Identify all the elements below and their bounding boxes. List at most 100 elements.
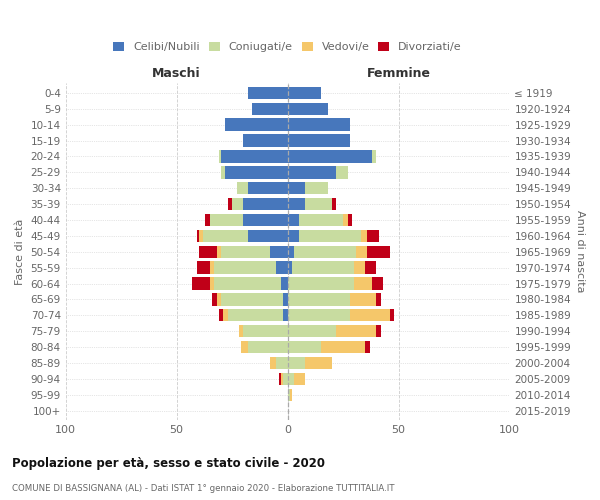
Bar xyxy=(241,341,248,353)
Bar xyxy=(290,388,292,401)
Bar xyxy=(376,293,381,306)
Bar xyxy=(350,309,389,322)
Bar xyxy=(287,325,337,338)
Bar xyxy=(226,166,287,178)
Bar xyxy=(287,118,350,131)
Bar xyxy=(354,278,372,289)
Bar xyxy=(376,325,381,338)
Bar xyxy=(226,118,287,131)
Text: Popolazione per età, sesso e stato civile - 2020: Popolazione per età, sesso e stato civil… xyxy=(12,458,325,470)
Text: Maschi: Maschi xyxy=(152,67,201,80)
Bar xyxy=(252,102,287,115)
Bar xyxy=(203,230,248,242)
Bar xyxy=(287,246,294,258)
Bar xyxy=(283,372,287,385)
Bar xyxy=(232,198,243,210)
Bar xyxy=(354,262,365,274)
Bar xyxy=(294,372,305,385)
Bar xyxy=(287,230,299,242)
Bar xyxy=(343,214,347,226)
Bar xyxy=(217,246,221,258)
Bar xyxy=(243,134,287,146)
Bar xyxy=(227,309,283,322)
Bar xyxy=(299,230,361,242)
Bar xyxy=(277,357,287,369)
Bar xyxy=(365,341,370,353)
Bar xyxy=(372,150,376,162)
Bar xyxy=(210,278,214,289)
Bar xyxy=(299,214,343,226)
Legend: Celibi/Nubili, Coniugati/e, Vedovi/e, Divorziati/e: Celibi/Nubili, Coniugati/e, Vedovi/e, Di… xyxy=(113,42,462,52)
Bar xyxy=(332,198,337,210)
Bar xyxy=(287,262,292,274)
Bar xyxy=(197,230,199,242)
Bar xyxy=(347,214,352,226)
Bar xyxy=(221,293,283,306)
Bar xyxy=(287,134,350,146)
Bar xyxy=(243,325,287,338)
Bar xyxy=(287,278,354,289)
Text: COMUNE DI BASSIGNANA (AL) - Dati ISTAT 1° gennaio 2020 - Elaborazione TUTTITALIA: COMUNE DI BASSIGNANA (AL) - Dati ISTAT 1… xyxy=(12,484,395,493)
Bar xyxy=(199,230,203,242)
Bar xyxy=(305,182,328,194)
Bar xyxy=(287,102,328,115)
Bar xyxy=(248,182,287,194)
Bar xyxy=(361,230,367,242)
Bar xyxy=(283,293,287,306)
Bar xyxy=(287,150,372,162)
Bar xyxy=(287,214,299,226)
Bar xyxy=(356,246,367,258)
Bar xyxy=(365,262,376,274)
Bar xyxy=(337,325,376,338)
Bar xyxy=(287,357,305,369)
Bar xyxy=(372,278,383,289)
Bar xyxy=(214,262,277,274)
Bar xyxy=(287,388,290,401)
Bar xyxy=(221,150,287,162)
Bar xyxy=(248,86,287,99)
Bar xyxy=(227,198,232,210)
Y-axis label: Fasce di età: Fasce di età xyxy=(15,218,25,285)
Bar xyxy=(243,198,287,210)
Bar xyxy=(236,182,248,194)
Bar xyxy=(223,309,227,322)
Bar xyxy=(221,166,226,178)
Bar xyxy=(305,198,332,210)
Bar xyxy=(287,182,305,194)
Bar xyxy=(212,293,217,306)
Y-axis label: Anni di nascita: Anni di nascita xyxy=(575,210,585,293)
Bar xyxy=(367,246,389,258)
Bar xyxy=(305,357,332,369)
Bar xyxy=(279,372,281,385)
Bar xyxy=(221,246,270,258)
Bar xyxy=(277,262,287,274)
Bar xyxy=(248,341,287,353)
Bar xyxy=(287,293,350,306)
Bar xyxy=(294,246,356,258)
Bar xyxy=(219,150,221,162)
Bar xyxy=(217,293,221,306)
Bar xyxy=(210,214,243,226)
Bar xyxy=(283,309,287,322)
Bar xyxy=(243,214,287,226)
Bar xyxy=(389,309,394,322)
Bar xyxy=(210,262,214,274)
Bar xyxy=(321,341,365,353)
Bar xyxy=(205,214,210,226)
Bar xyxy=(270,246,287,258)
Bar xyxy=(281,372,283,385)
Bar xyxy=(219,309,223,322)
Bar xyxy=(287,309,350,322)
Bar xyxy=(199,246,217,258)
Bar xyxy=(287,86,321,99)
Bar xyxy=(287,198,305,210)
Bar xyxy=(337,166,347,178)
Bar xyxy=(270,357,277,369)
Bar xyxy=(239,325,243,338)
Bar xyxy=(292,262,354,274)
Bar xyxy=(192,278,210,289)
Bar xyxy=(350,293,376,306)
Text: Femmine: Femmine xyxy=(367,67,431,80)
Bar xyxy=(287,341,321,353)
Bar xyxy=(287,166,337,178)
